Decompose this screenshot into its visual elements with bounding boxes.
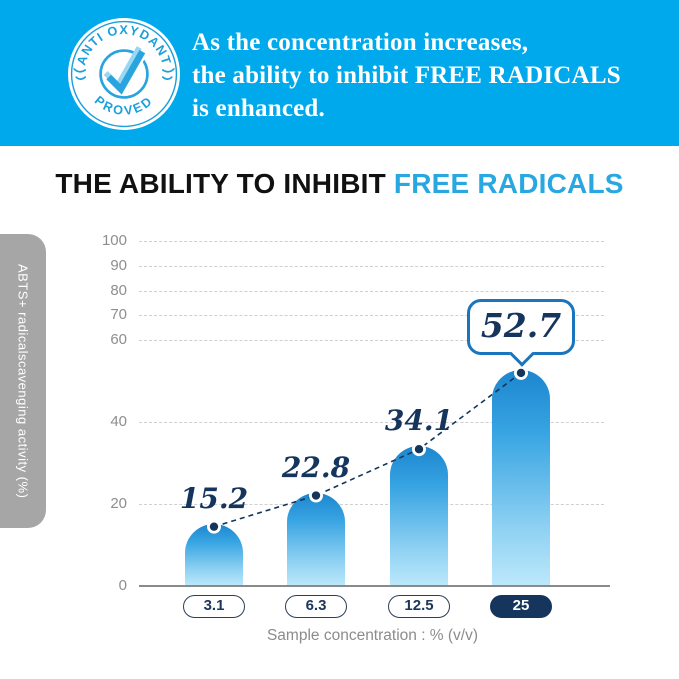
gridline-90: [139, 266, 604, 268]
headline-line-1: As the concentration increases,: [192, 29, 529, 56]
data-dot-2: [414, 444, 424, 454]
y-tick-90: 90: [110, 257, 127, 275]
data-dot-1: [311, 491, 321, 500]
y-tick-20: 20: [110, 495, 127, 512]
value-label-22.8: 22.8: [281, 450, 351, 484]
y-tick-40: 40: [110, 413, 127, 430]
y-tick-100: 100: [101, 232, 127, 250]
bar-25: [492, 369, 550, 586]
gridline-80: [139, 290, 604, 292]
x-axis-line: [139, 585, 610, 587]
gridline-60: [139, 340, 604, 341]
y-axis-ticks: 0 20 40 60 70 80 90 100: [0, 232, 127, 594]
checkmark-icon: [103, 46, 148, 95]
y-tick-0: 0: [118, 577, 127, 594]
headline-line-2: the ability to inhibit FREE RADICALS: [192, 62, 621, 89]
gridline-40: [139, 422, 604, 423]
y-tick-70: 70: [110, 306, 127, 324]
y-tick-80: 80: [110, 281, 127, 299]
data-dot-0: [209, 522, 219, 531]
antioxidant-proved-badge: ANTI OXYDANT PROVED: [68, 18, 180, 130]
gridline-20: [139, 504, 604, 505]
gridline-100: [139, 241, 604, 243]
chart-plot-area: 15.2 22.8 34.1 52.7: [139, 236, 606, 586]
category-pill-6.3: 6.3: [285, 595, 347, 618]
bar-12.5: [390, 446, 448, 586]
bar-3.1: [185, 523, 243, 586]
bar-6.3: [287, 492, 345, 586]
x-axis-caption: Sample concentration : % (v/v): [266, 627, 479, 644]
badge-thin-ring: [70, 20, 178, 128]
value-label-15.2: 15.2: [179, 481, 249, 515]
banner-headline: As the concentration increases, the abil…: [192, 26, 621, 125]
category-pill-3.1: 3.1: [183, 595, 245, 618]
trend-dashed-line: [213, 372, 522, 528]
connector-overlay: [207, 365, 528, 534]
y-axis-label-tab: ABTS+ radicalscavenging activity (%): [0, 234, 46, 528]
category-pill-25: 25: [490, 595, 552, 618]
y-tick-60: 60: [110, 331, 127, 348]
value-label-34.1: 34.1: [384, 404, 454, 438]
badge-side-dashes: [73, 68, 175, 80]
top-banner: ANTI OXYDANT PROVED As the concentration…: [0, 0, 679, 146]
y-axis-label: ABTS+ radicalscavenging activity (%): [15, 263, 31, 499]
section-title-highlight: FREE RADICALS: [393, 168, 624, 199]
data-dot-3: [516, 368, 526, 378]
category-pill-12.5: 12.5: [388, 595, 450, 618]
section-title: THE ABILITY TO INHIBIT FREE RADICALS: [0, 168, 679, 200]
gridline-70: [139, 315, 604, 317]
headline-line-3: is enhanced.: [192, 95, 325, 122]
section-title-prefix: THE ABILITY TO INHIBIT: [55, 168, 394, 199]
